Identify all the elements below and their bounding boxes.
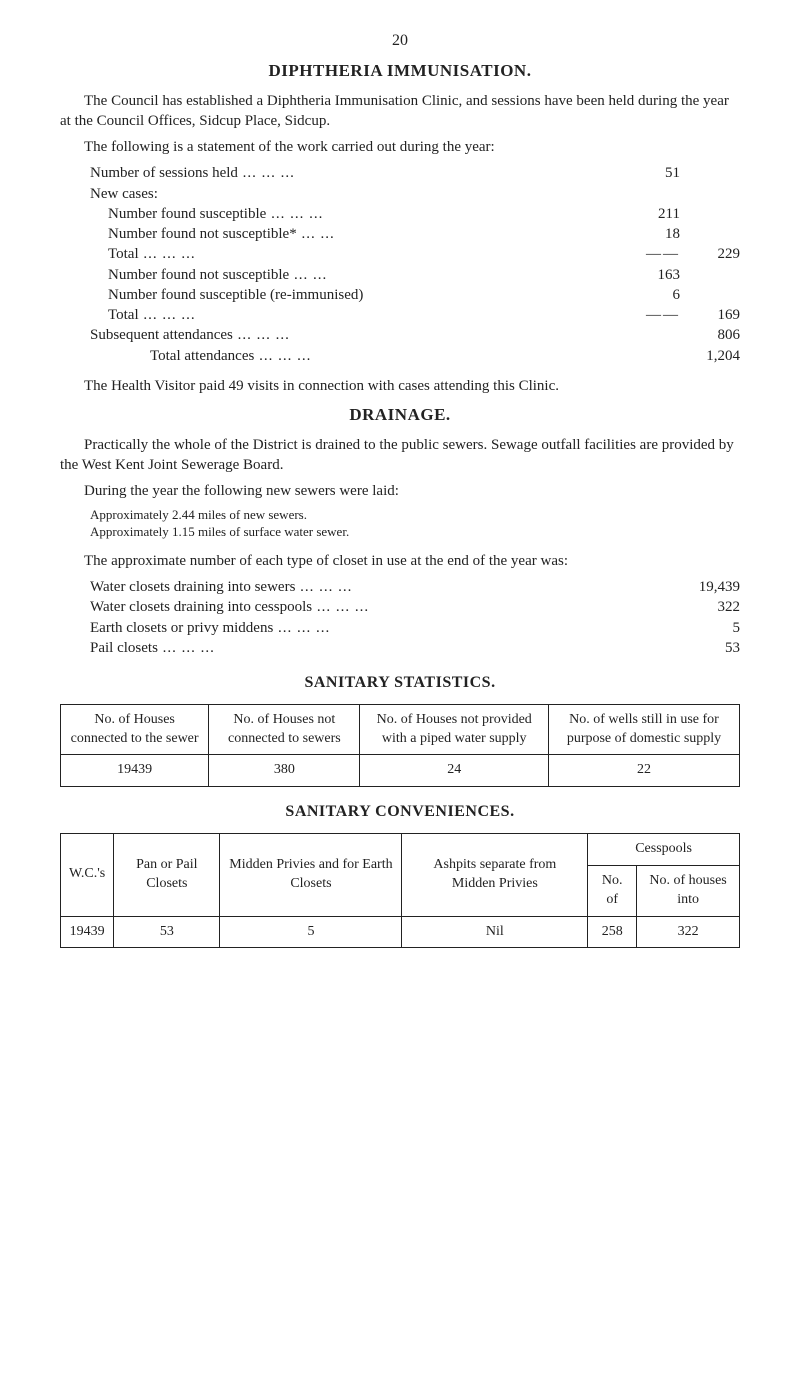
stat-value: 51 [620,163,680,183]
stat-value: 163 [620,265,680,285]
closet-label: Earth closets or privy middens [90,618,660,638]
diphtheria-para-1: The Council has established a Diphtheria… [60,91,740,132]
closet-list: Water closets draining into sewers 19,43… [90,577,740,658]
stat-label: Total attendances [90,346,620,366]
table-cell: 24 [360,755,549,787]
table-row: 19439 380 24 22 [61,755,740,787]
drainage-sub1: Approximately 2.44 miles of new sewers. [90,506,740,524]
section-title-diphtheria: DIPHTHERIA IMMUNISATION. [60,60,740,83]
table-cell: 19439 [61,916,114,948]
closet-label: Pail closets [90,638,660,658]
stat-row-not-susceptible2: Number found not susceptible 163 [90,265,740,285]
stat-value: 18 [620,224,680,244]
stat-value-right: 806 [680,325,740,345]
diphtheria-para-2: The following is a statement of the work… [60,137,740,157]
table-subheader: No. of [588,865,637,916]
table-header: No. of wells still in use for purpose of… [549,704,740,755]
stat-block: Number of sessions held 51 New cases: Nu… [90,163,740,366]
stat-row-subsequent: Subsequent attendances 806 [90,325,740,345]
table-cell: 22 [549,755,740,787]
table-cell: 258 [588,916,637,948]
stat-value: 211 [620,204,680,224]
closet-value: 19,439 [660,577,740,597]
section-title-drainage: DRAINAGE. [60,404,740,427]
document-page: 20 DIPHTHERIA IMMUNISATION. The Council … [0,0,800,1376]
stat-label: Number found not susceptible [90,265,620,285]
table-header: Midden Privies and for Earth Closets [220,833,402,916]
closet-label: Water closets draining into cesspools [90,597,660,617]
closet-row: Pail closets 53 [90,638,740,658]
stat-label: Number found not susceptible* [90,224,620,244]
stat-value-right: 229 [680,244,740,264]
stat-value-right: 1,204 [680,346,740,366]
table-cell: 19439 [61,755,209,787]
table-header: W.C.'s [61,833,114,916]
stat-row-newcases: New cases: [90,184,740,204]
stat-row-total-attendances: Total attendances 1,204 [90,346,740,366]
stat-row-reimmunised: Number found susceptible (re-immunised) … [90,285,740,305]
closet-label: Water closets draining into sewers [90,577,660,597]
stat-row-found-susceptible: Number found susceptible 211 [90,204,740,224]
stat-label: Number found susceptible [90,204,620,224]
table-row: 19439 53 5 Nil 258 322 [61,916,740,948]
closet-row: Water closets draining into sewers 19,43… [90,577,740,597]
drainage-sub2: Approximately 1.15 miles of surface wate… [90,523,740,541]
closet-value: 322 [660,597,740,617]
stat-row-not-susceptible: Number found not susceptible* 18 [90,224,740,244]
drainage-para-3: The approximate number of each type of c… [60,551,740,571]
diphtheria-para-3: The Health Visitor paid 49 visits in con… [60,376,740,396]
table-title-conveniences: SANITARY CONVENIENCES. [60,801,740,823]
stat-label: Number found susceptible (re-immunised) [90,285,620,305]
stat-label: Total [90,244,620,264]
table-subheader: No. of houses into [637,865,740,916]
table-header: Pan or Pail Closets [114,833,220,916]
stat-label: Total [90,305,620,325]
table-cell: 322 [637,916,740,948]
table-header-row: No. of Houses connected to the sewer No.… [61,704,740,755]
drainage-para-2: During the year the following new sewers… [60,481,740,501]
stat-row-total2: Total —— 169 [90,305,740,325]
stat-label: Number of sessions held [90,163,620,183]
drainage-sublist: Approximately 2.44 miles of new sewers. … [90,506,740,541]
table-header: Ashpits separate from Midden Privies [402,833,588,916]
table-cell: 5 [220,916,402,948]
closet-row: Water closets draining into cesspools 32… [90,597,740,617]
closet-value: 53 [660,638,740,658]
table-header: No. of Houses connected to the sewer [61,704,209,755]
closet-value: 5 [660,618,740,638]
stat-dash: —— [620,305,680,325]
stat-label: New cases: [90,184,620,204]
stat-value-right: 169 [680,305,740,325]
table-header: No. of Houses not connected to sewers [209,704,360,755]
table-cell: 53 [114,916,220,948]
table-header: No. of Houses not provided with a piped … [360,704,549,755]
table-cell: 380 [209,755,360,787]
sanitary-statistics-table: No. of Houses connected to the sewer No.… [60,704,740,788]
stat-row-total1: Total —— 229 [90,244,740,264]
table-header: Cesspools [588,833,740,865]
stat-dash: —— [620,244,680,264]
stat-row-sessions: Number of sessions held 51 [90,163,740,183]
closet-row: Earth closets or privy middens 5 [90,618,740,638]
page-number: 20 [60,30,740,52]
drainage-para-1: Practically the whole of the District is… [60,435,740,476]
stat-label: Subsequent attendances [90,325,620,345]
sanitary-conveniences-table: W.C.'s Pan or Pail Closets Midden Privie… [60,833,740,949]
table-title-statistics: SANITARY STATISTICS. [60,672,740,694]
stat-value: 6 [620,285,680,305]
table-header-row: W.C.'s Pan or Pail Closets Midden Privie… [61,833,740,865]
table-cell: Nil [402,916,588,948]
